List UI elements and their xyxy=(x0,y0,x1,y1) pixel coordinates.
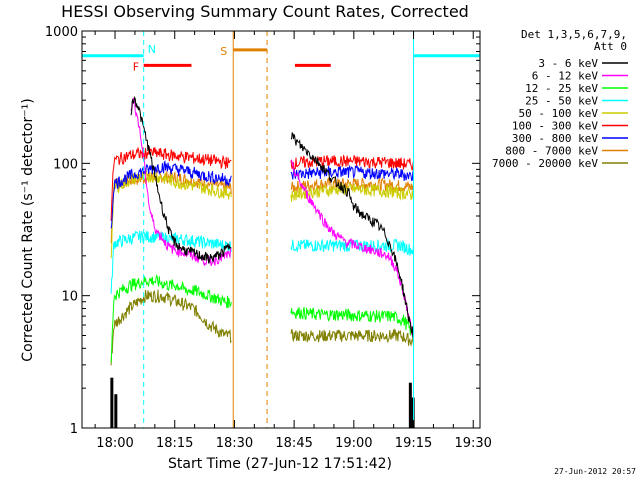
series-line-300-800-kev-seg2 xyxy=(290,164,414,182)
y-tick-label: 10 xyxy=(61,290,78,305)
legend-entry-label: 100 - 300 keV xyxy=(512,120,598,133)
legend-entry-label: 3 - 6 keV xyxy=(538,57,598,70)
flare-label-f: F xyxy=(133,60,139,73)
x-tick-label: 18:00 xyxy=(96,436,133,451)
y-tick-label: 100 xyxy=(53,157,78,172)
x-tick-label: 19:15 xyxy=(395,436,432,451)
series-layer xyxy=(110,95,415,428)
plot-frame xyxy=(81,30,481,429)
saa-label-s: S xyxy=(220,45,227,58)
x-tick-label: 19:00 xyxy=(335,436,372,451)
legend-entry-label: 7000 - 20000 keV xyxy=(492,157,598,170)
y-tick-label: 1 xyxy=(70,422,78,437)
series-line-7000-20000-kev-seg2 xyxy=(290,328,414,347)
x-tick-label: 19:30 xyxy=(454,436,491,451)
series-line-6-12-kev-seg1 xyxy=(130,97,232,267)
legend-header-attenuator: Att 0 xyxy=(594,40,627,53)
series-line-6-12-kev-seg2 xyxy=(290,159,414,339)
series-line-3-6-kev-seg2 xyxy=(290,131,414,338)
series-line-25-50-kev-seg1 xyxy=(110,230,232,294)
x-tick-label: 18:15 xyxy=(156,436,193,451)
legend-entry-label: 12 - 25 keV xyxy=(525,82,598,95)
series-line-100-300-kev-seg2 xyxy=(290,154,414,172)
chart-title: HESSI Observing Summary Count Rates, Cor… xyxy=(61,2,469,21)
legend-entry-label: 50 - 100 keV xyxy=(519,107,599,120)
annotation-layer: FN S xyxy=(81,31,481,428)
y-tick-label: 1000 xyxy=(45,25,78,40)
x-tick-label: 18:30 xyxy=(216,436,253,451)
series-line-3-6-kev-seg1 xyxy=(130,95,232,264)
series-line-50-100-kev-seg2 xyxy=(290,182,414,202)
legend-entry-label: 6 - 12 keV xyxy=(532,70,599,83)
x-tick-label: 18:45 xyxy=(275,436,312,451)
axes-layer: 18:00 18:15 18:30 18:45 19:00 19:15 19:30 1 10 10… xyxy=(45,25,492,451)
legend-entry-label: 25 - 50 keV xyxy=(525,95,598,108)
series-line-100-300-kev-seg1 xyxy=(110,146,232,221)
series-line-12-25-kev-seg2 xyxy=(290,306,414,338)
series-line-300-800-kev-seg1 xyxy=(110,160,232,229)
series-line-12-25-kev-seg1 xyxy=(110,273,232,363)
legend-header-detectors: Det 1,3,5,6,7,9, xyxy=(521,28,627,41)
y-axis-label: Corrected Count Rate (s⁻¹ detector⁻¹) xyxy=(20,98,36,361)
series-line-7000-20000-kev-seg1 xyxy=(110,289,232,366)
legend-entry-label: 300 - 800 keV xyxy=(512,132,598,145)
legend-entry-label: 800 - 7000 keV xyxy=(505,145,598,158)
flare-label-n: N xyxy=(148,43,156,56)
x-axis-label: Start Time (27-Jun-12 17:51:42) xyxy=(168,456,392,472)
footer-date: 27-Jun-2012 20:57 xyxy=(554,467,636,476)
